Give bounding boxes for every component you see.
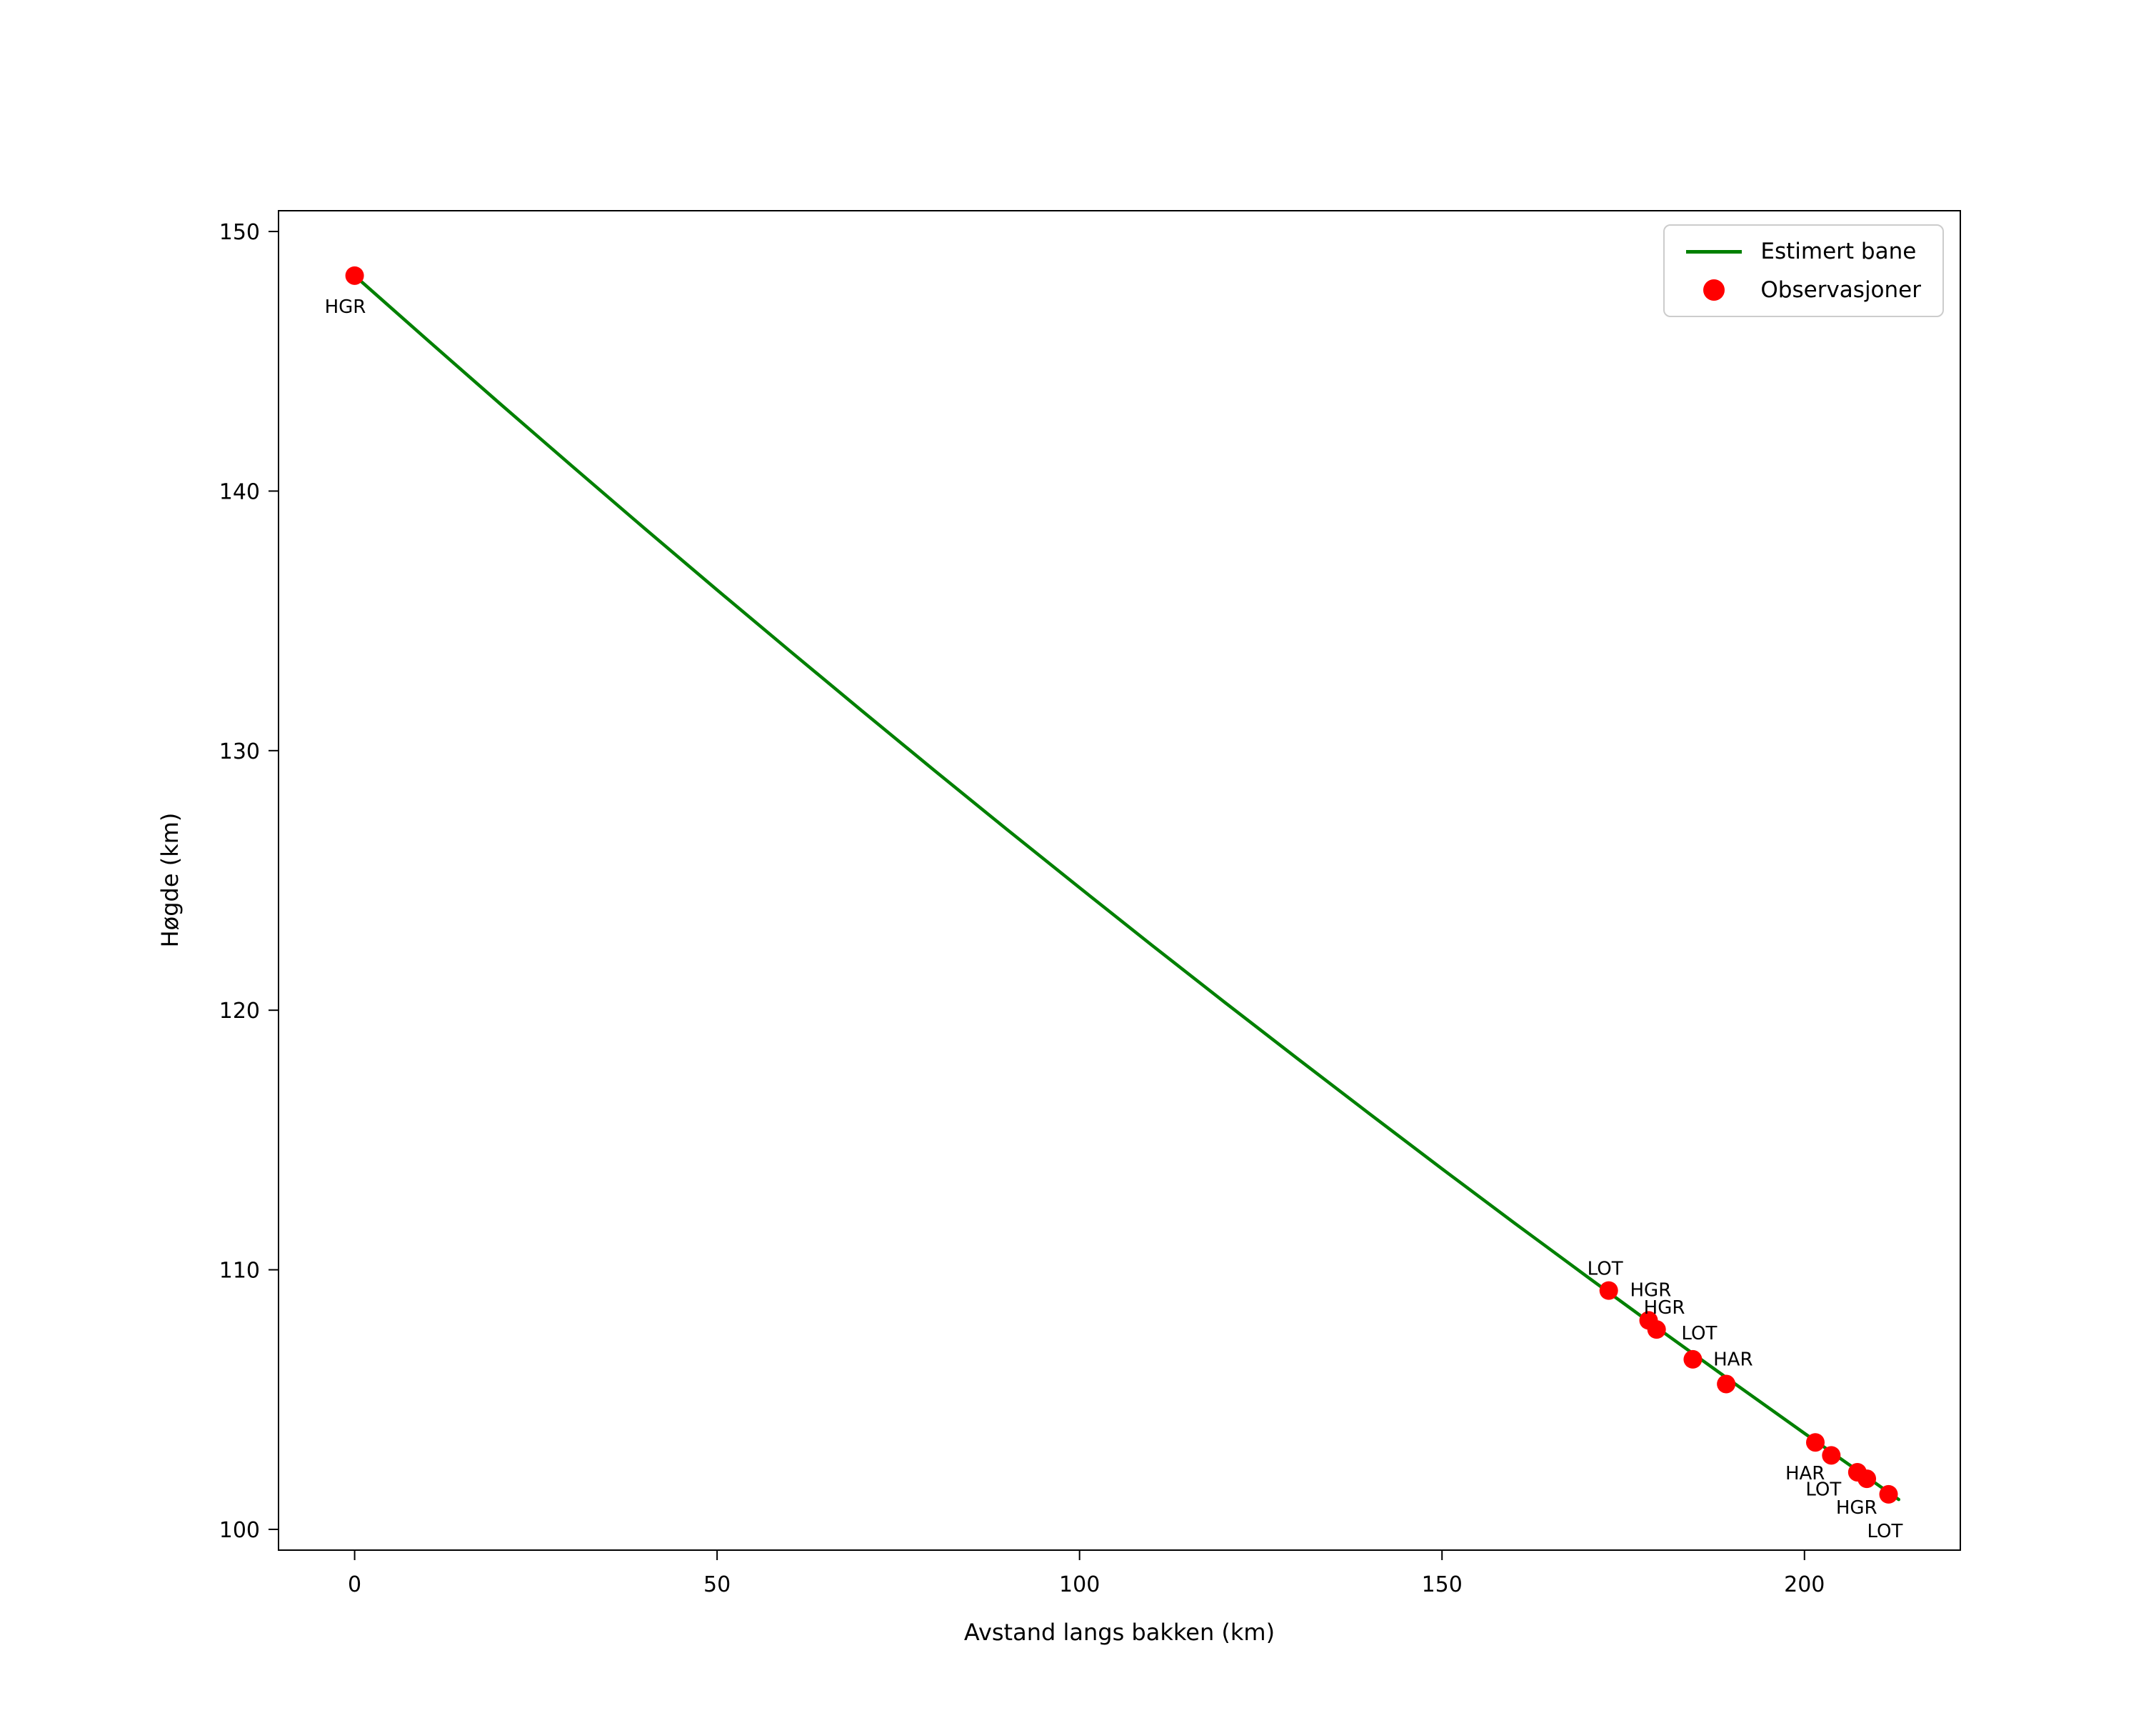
y-tick-label: 140 <box>219 479 260 504</box>
y-tick-label: 130 <box>219 739 260 764</box>
observation-label: HAR <box>1785 1463 1825 1484</box>
x-tick-label: 0 <box>348 1572 361 1597</box>
observation-point <box>345 266 364 285</box>
observation-label: LOT <box>1867 1521 1903 1542</box>
x-tick-label: 50 <box>703 1572 731 1597</box>
y-tick-label: 150 <box>219 220 260 245</box>
observation-label: LOT <box>1805 1479 1841 1500</box>
observation-label: HGR <box>1836 1497 1877 1519</box>
x-tick-label: 150 <box>1422 1572 1463 1597</box>
observation-label: LOT <box>1681 1323 1717 1344</box>
observation-point <box>1857 1469 1877 1489</box>
observation-point <box>1647 1320 1666 1339</box>
observation-label: HAR <box>1713 1349 1753 1370</box>
y-tick-label: 110 <box>219 1259 260 1284</box>
observation-label: HGR <box>1644 1297 1685 1319</box>
legend: Estimert bane Observasjoner <box>1663 224 1944 317</box>
observation-point <box>1879 1484 1898 1504</box>
line-swatch <box>1686 249 1743 254</box>
marker-swatch-dot <box>1703 279 1725 301</box>
observation-point <box>1599 1281 1618 1300</box>
axes-frame <box>278 210 1961 1551</box>
legend-item-observations: Observasjoner <box>1686 277 1921 303</box>
x-axis-label: Avstand langs bakken (km) <box>963 1619 1275 1646</box>
observation-point <box>1683 1349 1703 1369</box>
legend-label-estimated-path: Estimert bane <box>1760 239 1917 264</box>
legend-label-observations: Observasjoner <box>1760 277 1921 303</box>
x-tick-label: 200 <box>1784 1572 1825 1597</box>
trajectory-line <box>353 274 1900 1502</box>
legend-item-estimated-path: Estimert bane <box>1686 239 1921 264</box>
y-tick-label: 120 <box>219 999 260 1024</box>
observation-point <box>1717 1374 1736 1394</box>
observation-point <box>1822 1446 1841 1465</box>
observation-label: LOT <box>1588 1259 1623 1280</box>
observation-label: HGR <box>325 296 366 318</box>
y-axis-label: Høgde (km) <box>156 812 184 948</box>
x-tick-label: 100 <box>1059 1572 1100 1597</box>
y-tick-label: 100 <box>219 1518 260 1543</box>
line-swatch-bar <box>1686 249 1743 254</box>
observation-point <box>1805 1433 1825 1452</box>
observation-label: HGR <box>1630 1279 1672 1301</box>
marker-swatch <box>1686 279 1742 301</box>
